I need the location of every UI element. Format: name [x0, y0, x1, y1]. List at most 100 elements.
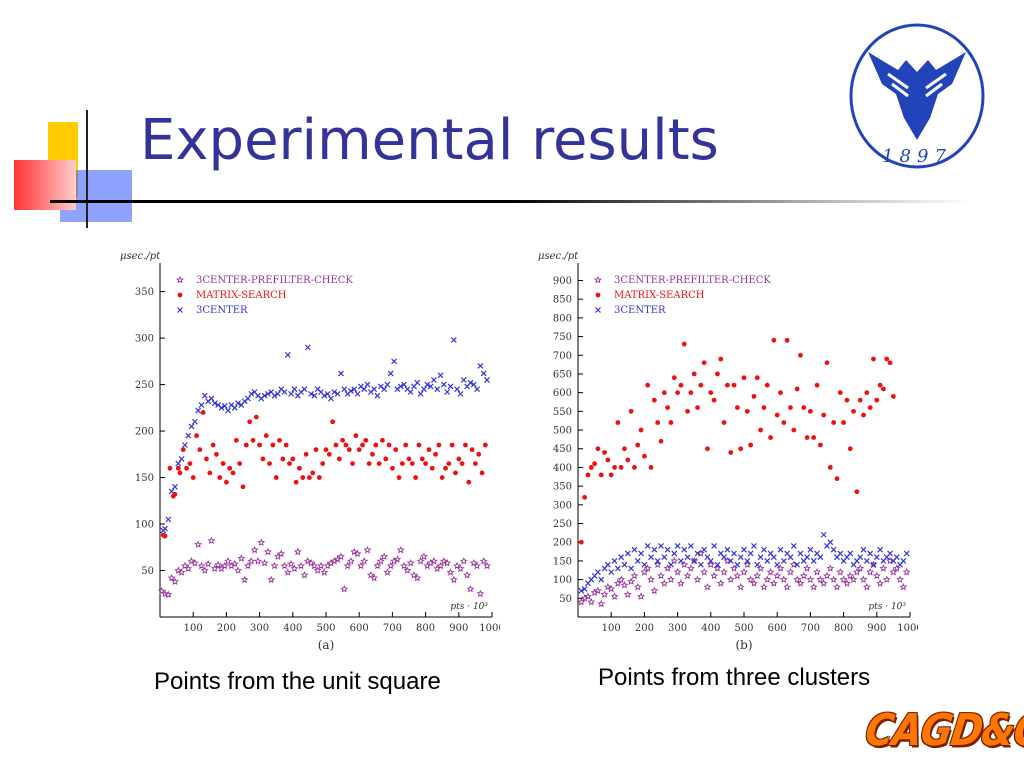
data-point — [804, 554, 811, 561]
data-point — [381, 386, 388, 393]
y-tick-label: 500 — [553, 426, 572, 437]
data-point — [243, 442, 249, 448]
data-point — [237, 554, 246, 562]
data-point — [827, 539, 834, 546]
data-point — [707, 557, 714, 564]
data-point — [730, 564, 739, 572]
data-point — [247, 557, 256, 565]
data-point — [578, 539, 584, 545]
data-point — [847, 550, 854, 557]
data-point — [185, 432, 192, 439]
data-point — [796, 579, 805, 587]
data-point — [578, 587, 585, 594]
data-point — [293, 547, 302, 556]
data-point — [433, 451, 438, 457]
data-point — [424, 381, 431, 388]
data-point — [328, 395, 334, 402]
data-point — [671, 550, 678, 557]
data-point — [300, 475, 306, 480]
data-point — [181, 442, 188, 448]
data-point — [386, 561, 395, 570]
data-point — [390, 465, 395, 471]
data-point — [758, 427, 763, 433]
data-point — [638, 427, 644, 433]
data-point — [283, 442, 289, 448]
data-point — [353, 433, 359, 439]
data-point — [761, 405, 767, 411]
data-point — [449, 575, 458, 584]
data-point — [628, 408, 634, 414]
x-tick-label: 800 — [416, 623, 435, 634]
data-point — [822, 571, 832, 580]
data-point — [581, 586, 588, 592]
data-point — [720, 567, 728, 576]
data-point — [624, 550, 631, 557]
data-point — [383, 568, 392, 576]
data-point — [721, 420, 727, 425]
data-point — [595, 446, 601, 452]
data-point — [744, 557, 751, 564]
series-cross — [578, 531, 910, 594]
data-point — [211, 400, 218, 407]
data-point — [867, 405, 873, 411]
data-point — [630, 571, 639, 580]
data-point — [685, 408, 690, 414]
data-point — [160, 589, 169, 598]
legend-marker — [175, 275, 185, 284]
data-point — [393, 447, 399, 453]
data-point — [323, 447, 329, 453]
data-point — [896, 575, 905, 583]
data-point — [277, 549, 286, 558]
data-point — [778, 390, 783, 396]
data-point — [331, 389, 338, 395]
data-point — [737, 554, 744, 561]
data-point — [863, 557, 870, 564]
footer-logo: CAGD&CG — [862, 704, 1024, 756]
data-point — [167, 465, 173, 471]
data-point — [893, 554, 900, 561]
data-point — [253, 557, 262, 565]
data-point — [614, 565, 621, 572]
y-tick-label: 750 — [553, 332, 572, 343]
caption-unit-square: Points from the unit square — [154, 668, 441, 695]
data-point — [648, 465, 654, 470]
data-point — [673, 567, 682, 576]
data-point — [479, 557, 488, 565]
data-point — [670, 556, 679, 565]
data-point — [701, 546, 708, 553]
data-point — [804, 435, 810, 440]
data-point — [235, 400, 241, 407]
data-point — [257, 538, 266, 546]
data-point — [695, 405, 700, 411]
data-point — [456, 564, 465, 573]
data-point — [731, 550, 737, 557]
data-point — [386, 442, 392, 448]
data-point — [419, 456, 425, 462]
y-tick-label: 650 — [553, 369, 572, 380]
data-point — [477, 363, 484, 369]
data-point — [808, 408, 813, 414]
data-point — [370, 573, 379, 582]
legend-marker — [595, 292, 601, 298]
data-point — [336, 552, 345, 560]
data-point — [663, 564, 672, 572]
data-point — [380, 552, 389, 560]
data-point — [307, 558, 316, 567]
data-point — [881, 386, 886, 392]
data-point — [794, 386, 800, 392]
data-point — [443, 465, 448, 471]
data-point — [779, 575, 788, 583]
data-point — [694, 550, 701, 557]
data-point — [638, 550, 645, 557]
data-point — [862, 582, 871, 591]
data-point — [631, 546, 638, 553]
data-point — [374, 392, 381, 399]
data-point — [360, 442, 365, 448]
data-point — [346, 557, 355, 565]
data-point — [710, 571, 719, 580]
data-point — [180, 447, 186, 453]
data-point — [321, 392, 328, 399]
data-point — [711, 397, 717, 403]
y-tick-label: 150 — [135, 473, 154, 484]
data-point — [674, 543, 681, 549]
